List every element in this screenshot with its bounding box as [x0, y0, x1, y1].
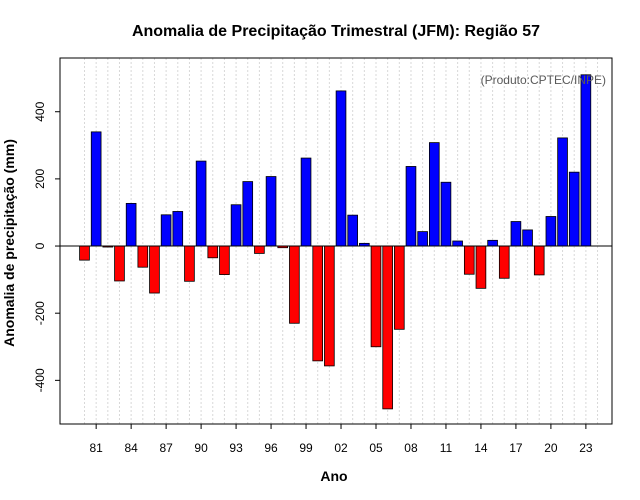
bar-1988 [172, 211, 184, 247]
bar-1998 [289, 245, 300, 324]
bar-2002 [335, 90, 347, 247]
bar-2009 [417, 231, 428, 247]
bar-2022 [568, 171, 580, 247]
x-tick-label: 81 [89, 441, 103, 455]
bar-1993 [230, 204, 242, 247]
bar-2018 [522, 229, 533, 247]
y-tick-label: -400 [33, 368, 47, 392]
y-tick-label: 0 [33, 242, 47, 249]
product-annotation: (Produto:CPTEC/INPE) [481, 73, 606, 87]
bar-1989 [184, 245, 195, 282]
bar-2020 [545, 216, 557, 247]
bar-1985 [137, 245, 149, 268]
bar-1981 [90, 131, 102, 247]
bar-1984 [125, 202, 137, 247]
bar-1992 [219, 245, 230, 275]
bar-1994 [242, 181, 254, 247]
bar-2017 [510, 221, 522, 247]
bar-2016 [498, 245, 510, 279]
bar-1991 [207, 245, 219, 259]
x-tick-label: 20 [544, 441, 558, 455]
x-tick-label: 08 [404, 441, 418, 455]
y-tick-label: 200 [33, 169, 47, 189]
bar-2015 [487, 239, 498, 247]
x-tick-label: 23 [579, 441, 593, 455]
bar-2023 [580, 74, 592, 247]
x-tick-label: 99 [299, 441, 313, 455]
bar-layer [79, 74, 592, 410]
chart-title: Anomalia de Precipitação Trimestral (JFM… [132, 23, 540, 40]
bar-2008 [405, 166, 417, 247]
x-tick-label: 11 [440, 441, 453, 455]
bar-2012 [452, 240, 463, 247]
bar-2001 [324, 245, 335, 367]
bar-1987 [160, 214, 172, 247]
bar-2021 [557, 137, 568, 247]
bar-1996 [265, 176, 277, 247]
plot-frame [59, 57, 613, 425]
x-tick-label: 17 [509, 441, 523, 455]
bar-1999 [300, 157, 312, 247]
bar-2011 [440, 181, 452, 247]
bar-2010 [428, 142, 440, 247]
bar-2000 [312, 245, 323, 362]
bar-2006 [382, 245, 393, 410]
bar-1980 [79, 245, 90, 261]
bar-1995 [254, 245, 265, 254]
bar-2003 [347, 214, 358, 247]
x-tick-label: 96 [264, 441, 278, 455]
x-tick-label: 14 [474, 441, 488, 455]
y-axis-title: Anomalia de precipitação (mm) [1, 139, 17, 347]
bar-1983 [114, 245, 125, 282]
x-tick-label: 05 [369, 441, 383, 455]
bar-2013 [463, 245, 475, 275]
x-tick-label: 84 [124, 441, 138, 455]
bar-2005 [370, 245, 382, 348]
y-tick-label: -200 [33, 301, 47, 325]
x-axis-title: Ano [320, 468, 347, 484]
x-tick-label: 93 [229, 441, 243, 455]
bar-1990 [195, 160, 207, 247]
bar-2019 [533, 245, 545, 276]
y-tick-label: 400 [33, 101, 47, 121]
bar-1986 [149, 245, 160, 294]
bar-2014 [475, 245, 487, 289]
x-tick-label: 02 [334, 441, 348, 455]
x-tick-label: 90 [194, 441, 208, 455]
x-tick-label: 87 [159, 441, 173, 455]
y-axis: -400 -200 0 200 400 [33, 101, 60, 392]
x-axis: 81 84 87 90 93 96 99 02 05 08 11 14 17 20 23 [89, 424, 593, 455]
bar-2007 [394, 245, 405, 330]
